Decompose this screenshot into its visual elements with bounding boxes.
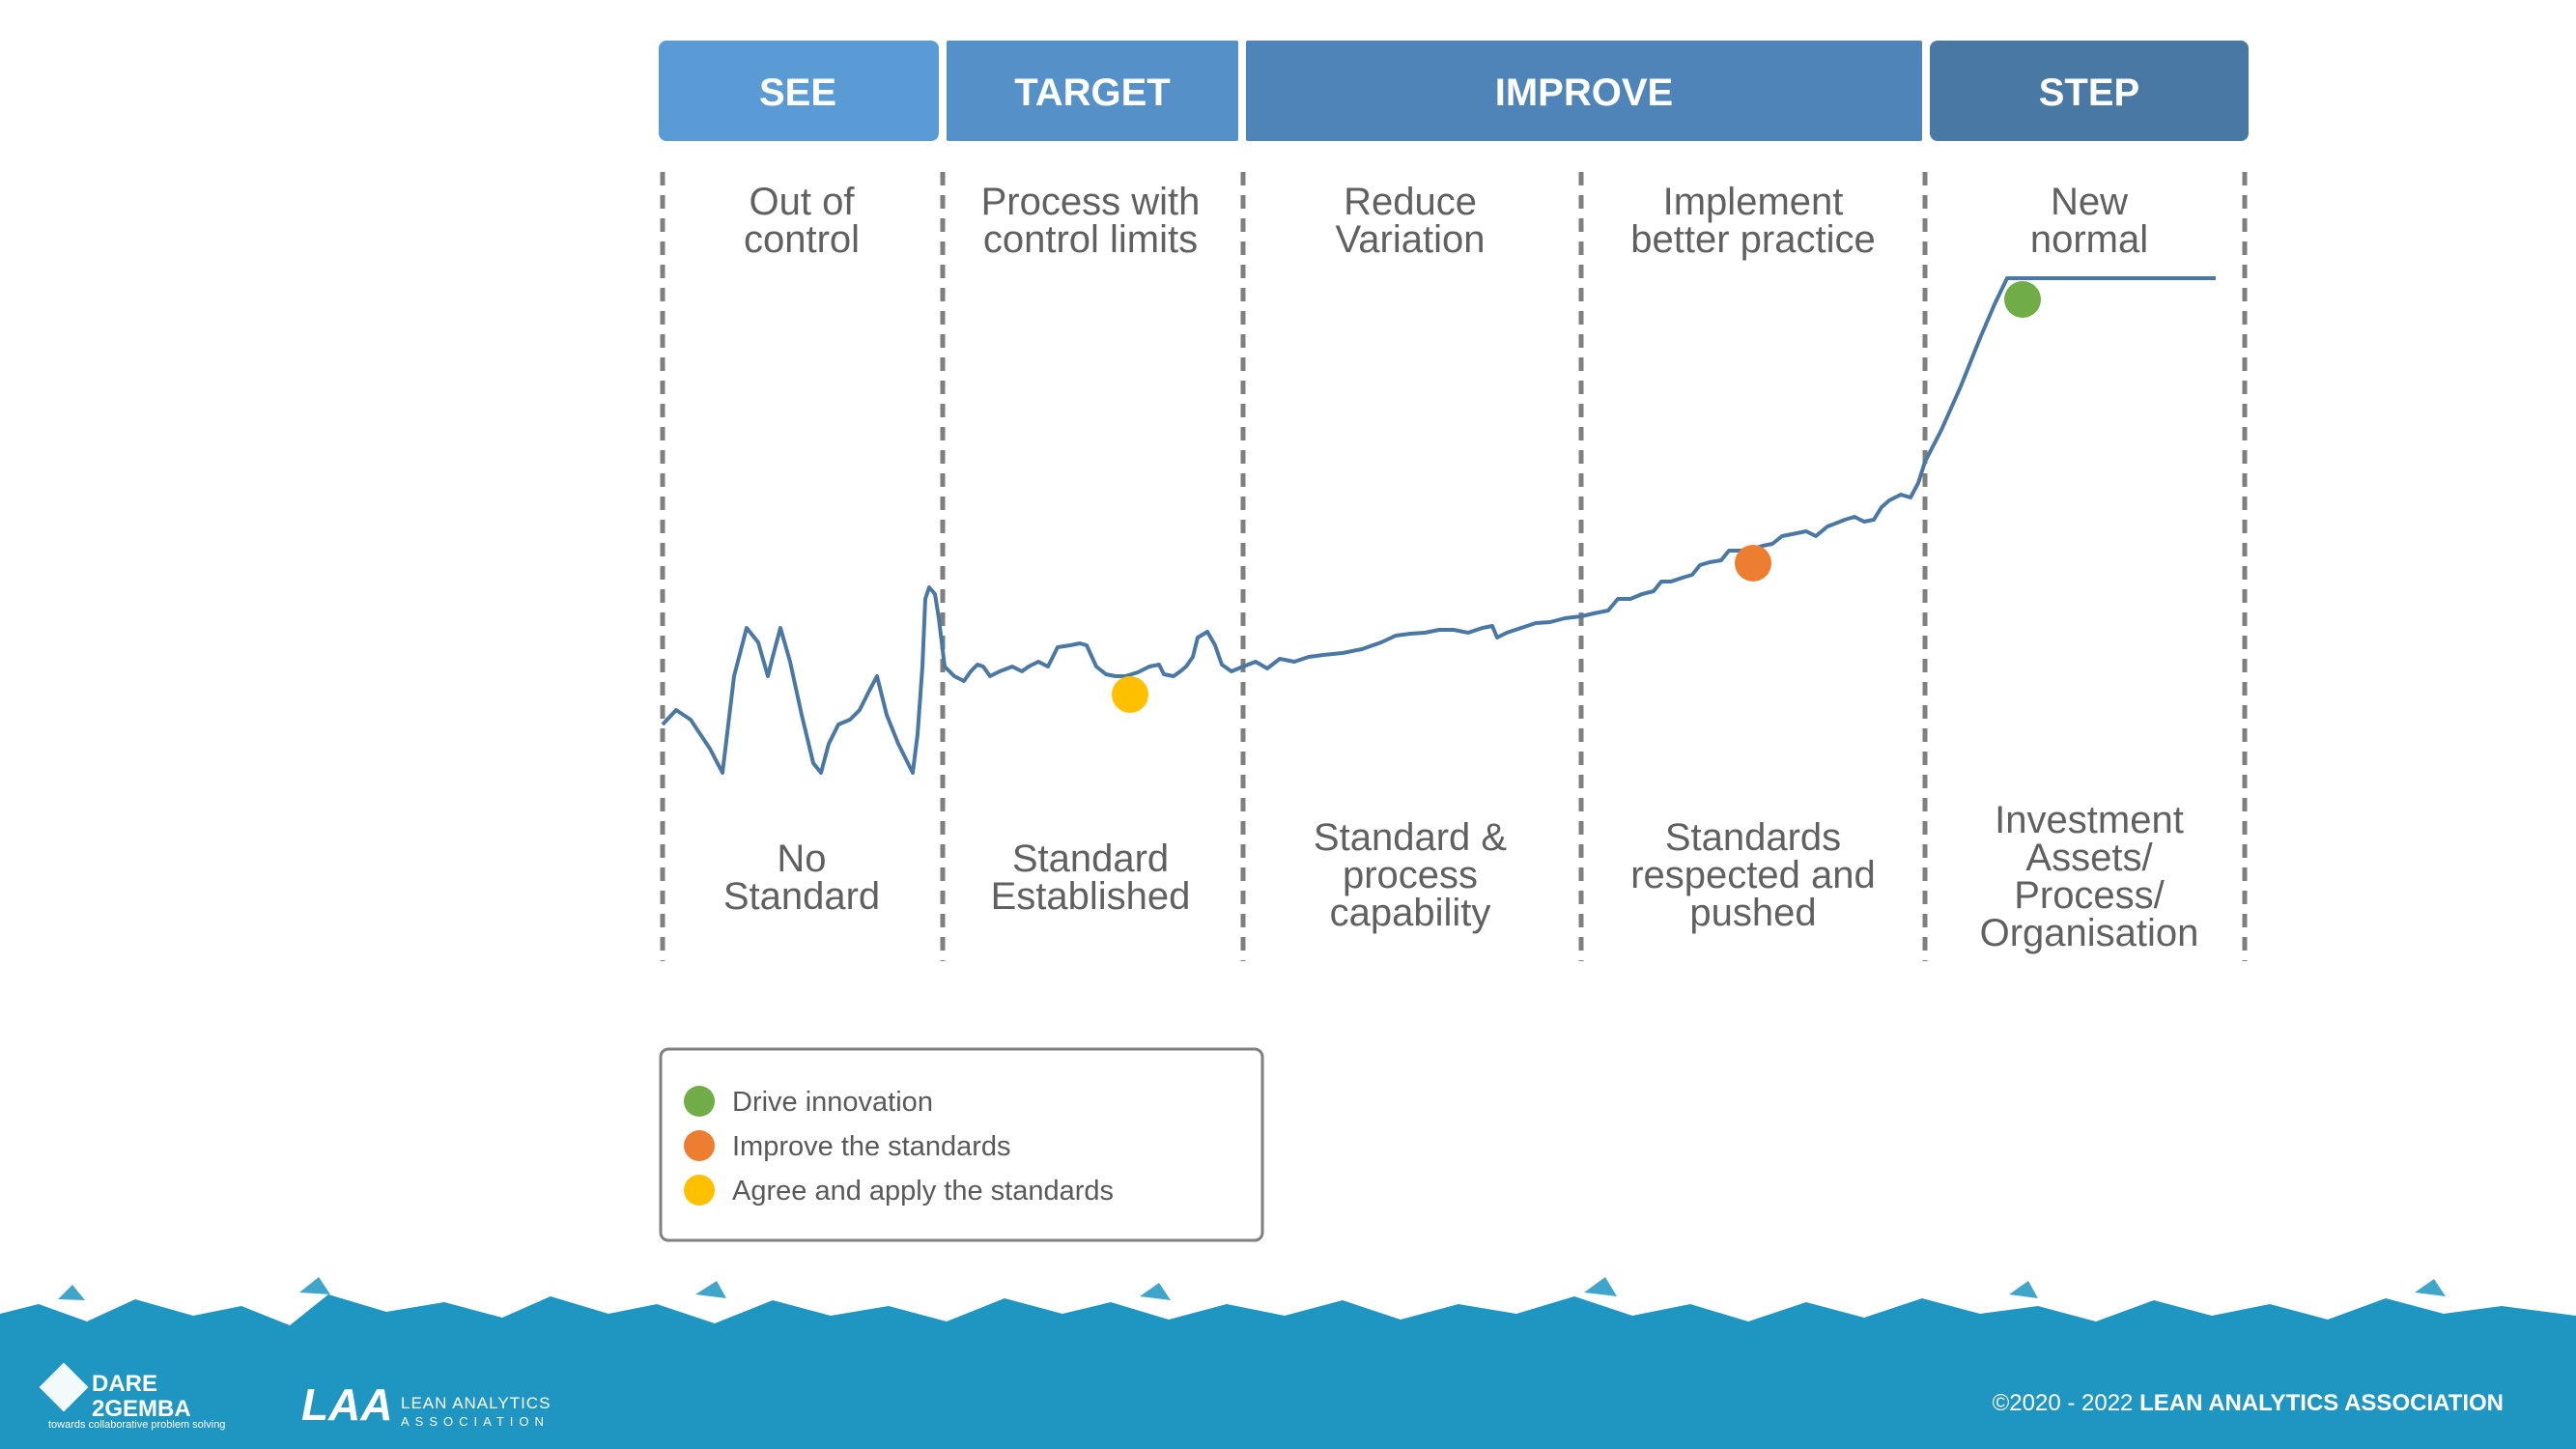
column-top-labels: Out of control Process with control limi…: [744, 181, 2148, 261]
col2-bottom-line2: Established: [991, 875, 1191, 918]
col4-bottom-line3: pushed: [1689, 892, 1816, 934]
phase-header: SEE TARGET IMPROVE STEP: [659, 41, 2249, 141]
legend-box: [659, 1047, 1264, 1242]
col4-top-line1: Implement: [1663, 181, 1844, 223]
title-line-1: NEMOTO: [114, 313, 250, 1005]
phase-target-label: TARGET: [1014, 71, 1170, 114]
col2-top-line1: Process with: [981, 181, 1201, 223]
marker-agree-apply: [1112, 676, 1148, 713]
phase-step-label: STEP: [2039, 71, 2139, 114]
col5-bottom-line1: Investment: [1995, 799, 2184, 841]
col3-bottom-line1: Standard &: [1314, 816, 1507, 859]
title-line-2: DIAGRAM: [312, 291, 448, 1043]
laa-logo: LAA LEAN ANALYTICS ASSOCIATION: [301, 1379, 551, 1430]
legend-dot-improve: [684, 1130, 715, 1161]
col1-top-line2: control: [744, 218, 860, 261]
legend-label-improve: Improve the standards: [732, 1131, 1011, 1162]
col3-bottom-line3: capability: [1330, 892, 1491, 934]
phase-step-bar: [1930, 41, 2249, 141]
col5-bottom-line3: Process/: [2014, 874, 2165, 917]
col3-top-line2: Variation: [1336, 218, 1486, 261]
col1-bottom-line2: Standard: [723, 875, 880, 918]
col2-top-line2: control limits: [983, 218, 1198, 261]
col5-bottom-line2: Assets/: [2025, 837, 2153, 879]
phase-see-bar: [659, 41, 939, 141]
laa-logo-line1: LEAN ANALYTICS: [401, 1394, 551, 1412]
marker-drive-innovation: [2004, 281, 2041, 318]
col1-bottom-line1: No: [777, 838, 826, 880]
legend-label-innovation: Drive innovation: [732, 1087, 933, 1118]
copyright-org: LEAN ANALYTICS ASSOCIATION: [2139, 1390, 2504, 1416]
col5-top-line2: normal: [2030, 218, 2148, 261]
col4-bottom-line2: respected and: [1630, 854, 1876, 896]
col4-bottom-line1: Standards: [1665, 816, 1841, 859]
phase-improve-bar: [1246, 41, 1922, 141]
col4-top-line2: better practice: [1630, 218, 1875, 261]
col1-top-line1: Out of: [750, 181, 856, 223]
phase-see-label: SEE: [759, 71, 836, 114]
legend: Drive innovation Improve the standards A…: [659, 1047, 1264, 1242]
copyright-text: ©2020 - 2022 LEAN ANALYTICS ASSOCIATION: [1993, 1390, 2504, 1416]
col3-bottom-line2: process: [1343, 854, 1478, 896]
footer-brush-shape: [0, 1294, 2576, 1449]
column-dividers: [660, 172, 2248, 961]
footer-band: [0, 1277, 2576, 1449]
col5-bottom-line4: Organisation: [1980, 912, 2199, 954]
col5-top-line1: New: [2051, 181, 2128, 223]
dare2gemba-logo-line1: DARE: [92, 1371, 157, 1397]
dare2gemba-logo-tagline: towards collaborative problem solving: [48, 1419, 225, 1431]
legend-dot-agree: [684, 1175, 715, 1206]
slide-title: NEMOTO DIAGRAM: [114, 291, 448, 1043]
legend-dot-innovation: [684, 1086, 715, 1117]
laa-logo-mark: LAA: [301, 1379, 393, 1430]
process-trend-line: [661, 276, 2216, 775]
col3-top-line1: Reduce: [1344, 181, 1477, 223]
dare2gemba-logo-line2: 2GEMBA: [92, 1396, 191, 1422]
dare2gemba-logo: DARE 2GEMBA towards collaborative proble…: [39, 1362, 225, 1431]
legend-label-agree: Agree and apply the standards: [732, 1176, 1114, 1207]
phase-improve-label: IMPROVE: [1495, 71, 1673, 114]
copyright-prefix: ©2020 - 2022: [1993, 1390, 2139, 1416]
col2-bottom-line1: Standard: [1012, 838, 1169, 880]
phase-target-bar: [947, 41, 1238, 141]
column-bottom-labels: No Standard Standard Established Standar…: [723, 799, 2199, 954]
marker-improve-standards: [1735, 545, 1771, 582]
dare2gemba-logo-mark: [39, 1362, 89, 1412]
laa-logo-line2: ASSOCIATION: [401, 1414, 550, 1429]
footer-brush-splatter: [58, 1277, 2446, 1300]
